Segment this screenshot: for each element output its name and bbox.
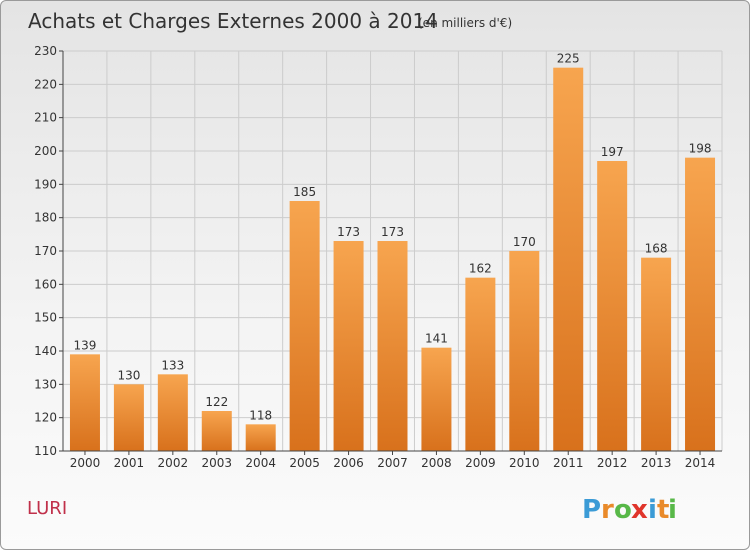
data-label: 130 <box>117 368 140 382</box>
bar <box>597 161 628 451</box>
x-tick-label: 2007 <box>377 456 408 470</box>
data-label: 225 <box>557 52 580 66</box>
data-label: 141 <box>425 332 448 346</box>
data-label: 173 <box>337 225 360 239</box>
x-tick-label: 2009 <box>465 456 496 470</box>
x-tick-label: 2000 <box>70 456 101 470</box>
x-tick-label: 2006 <box>333 456 364 470</box>
y-tick-label: 170 <box>34 244 57 258</box>
x-tick-label: 2002 <box>158 456 189 470</box>
logo-letter: i <box>668 495 677 525</box>
bar <box>685 157 716 451</box>
x-tick-label: 2011 <box>553 456 584 470</box>
bar <box>289 201 320 451</box>
data-label: 122 <box>205 395 228 409</box>
data-label: 133 <box>161 358 184 372</box>
bar <box>509 251 540 451</box>
bar <box>113 384 144 451</box>
y-tick-label: 140 <box>34 344 57 358</box>
x-tick-label: 2005 <box>289 456 320 470</box>
bar <box>333 241 364 451</box>
x-tick-label: 2012 <box>597 456 628 470</box>
logo-letter: r <box>601 495 614 525</box>
chart-subtitle: (en milliers d'€) <box>418 16 512 30</box>
x-tick-label: 2003 <box>201 456 232 470</box>
axis-layer: 110 120 130 140 150 160 170 180 190 200 210 220 230 2… <box>34 44 722 470</box>
bar <box>201 411 232 451</box>
y-tick-label: 230 <box>34 44 57 58</box>
data-label: 170 <box>513 235 536 249</box>
y-tick-label: 150 <box>34 311 57 325</box>
bar <box>641 257 672 451</box>
commune-name: LURI <box>27 498 67 519</box>
x-tick-label: 2001 <box>114 456 145 470</box>
x-tick-label: 2010 <box>509 456 540 470</box>
logo-letter: x <box>631 495 648 525</box>
logo-letter: t <box>657 495 669 525</box>
y-tick-label: 110 <box>34 444 57 458</box>
logo-letter: o <box>614 495 632 525</box>
data-label: 185 <box>293 185 316 199</box>
y-tick-label: 130 <box>34 377 57 391</box>
logo-letter: i <box>648 495 657 525</box>
data-label: 168 <box>645 242 668 256</box>
x-tick-label: 2014 <box>685 456 716 470</box>
data-label: 162 <box>469 262 492 276</box>
bar <box>553 67 584 452</box>
logo-letter: P <box>582 495 601 525</box>
x-tick-label: 2004 <box>245 456 276 470</box>
bar <box>245 424 276 451</box>
bar <box>377 241 408 451</box>
y-tick-label: 200 <box>34 144 57 158</box>
x-tick-label: 2008 <box>421 456 452 470</box>
data-label: 197 <box>601 145 624 159</box>
bar <box>465 277 496 451</box>
chart-title: Achats et Charges Externes 2000 à 2014 <box>28 9 438 33</box>
bar <box>157 374 188 451</box>
x-tick-label: 2013 <box>641 456 672 470</box>
y-tick-label: 190 <box>34 177 57 191</box>
y-tick-label: 220 <box>34 77 57 91</box>
bar <box>69 354 100 451</box>
label-layer: 139 130 133 122 118 185 173 173 141 162 170 225 197 1… <box>74 52 712 423</box>
data-label: 118 <box>249 408 272 422</box>
y-tick-label: 160 <box>34 277 57 291</box>
y-tick-label: 210 <box>34 111 57 125</box>
data-label: 173 <box>381 225 404 239</box>
y-tick-label: 120 <box>34 411 57 425</box>
bar <box>421 347 452 451</box>
y-tick-label: 180 <box>34 211 57 225</box>
data-label: 198 <box>689 142 712 156</box>
bar-layer <box>69 67 716 452</box>
data-label: 139 <box>74 338 97 352</box>
